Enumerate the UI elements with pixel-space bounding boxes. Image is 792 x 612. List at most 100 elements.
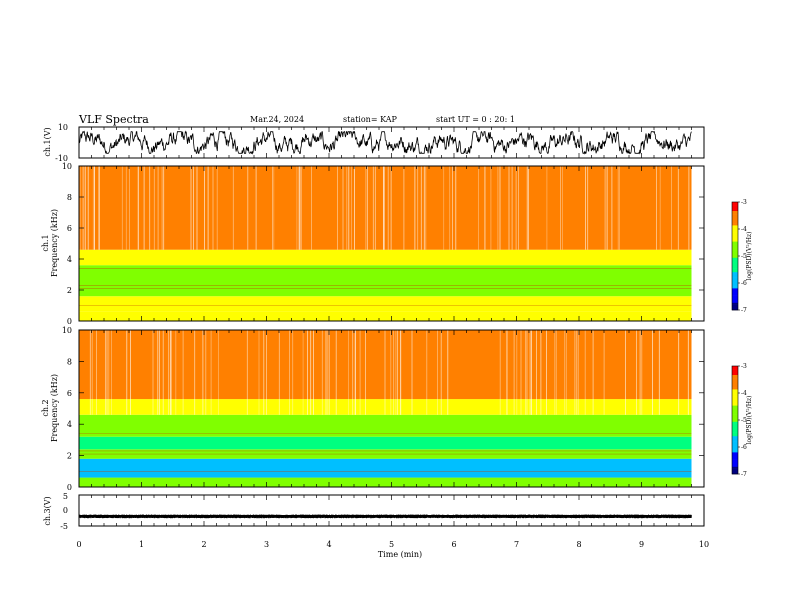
- spectral-band: [79, 166, 692, 250]
- ch1-ytick-top: 10: [58, 123, 68, 132]
- frequency-tick-label: 10: [62, 162, 72, 171]
- colorbar-segment: [732, 202, 738, 205]
- colorbar-segment: [732, 299, 738, 302]
- spectral-streak: [92, 166, 94, 250]
- spectral-streak: [484, 166, 485, 250]
- spectral-streak: [420, 166, 422, 250]
- colorbar-segment: [732, 230, 738, 233]
- spectral-streak: [99, 166, 100, 250]
- spectral-streak: [354, 166, 355, 250]
- spectral-streak: [346, 166, 348, 250]
- spectral-streak: [497, 166, 499, 250]
- spectral-band: [79, 311, 692, 321]
- colorbar-segment: [732, 295, 738, 298]
- colorbar-segment: [732, 209, 738, 212]
- spectral-streak: [403, 166, 405, 250]
- spectral-streak: [87, 166, 89, 250]
- spectral-streak: [298, 166, 300, 250]
- spectral-streak: [619, 166, 620, 250]
- spectral-streak: [348, 166, 350, 250]
- spectral-streak: [526, 166, 528, 250]
- ch2-spectrogram-image: [79, 330, 704, 487]
- colorbar-tick-label: -3: [741, 199, 747, 206]
- colorbar-segment: [732, 293, 738, 296]
- spectral-streak: [383, 166, 385, 250]
- colorbar-segment: [732, 223, 738, 226]
- colorbar-segment: [732, 272, 738, 275]
- spectral-streak: [374, 166, 376, 250]
- spectral-streak: [85, 166, 86, 250]
- spectral-streak: [546, 166, 548, 250]
- colorbar-segment: [732, 229, 738, 232]
- colorbar-segment: [732, 304, 738, 307]
- colorbar-segment: [732, 203, 738, 206]
- ch1-ylabel: ch.1(V): [43, 127, 52, 156]
- spectral-streak: [688, 166, 690, 250]
- colorbar-segment: [732, 211, 738, 214]
- spectral-streak: [656, 166, 657, 250]
- colorbar-segment: [732, 241, 738, 244]
- spectral-streak: [560, 166, 561, 250]
- figure-title: VLF Spectra: [78, 113, 149, 126]
- spectral-streak: [163, 166, 165, 250]
- spectral-streak: [508, 166, 510, 250]
- spectral-streak: [129, 166, 130, 250]
- colorbar-segment: [732, 248, 738, 251]
- spectral-streak: [518, 166, 519, 250]
- colorbar-segment: [732, 216, 738, 219]
- colorbar-tick-label: -5: [741, 253, 747, 260]
- colorbar-segment: [732, 247, 738, 250]
- spectral-streak: [137, 166, 139, 250]
- colorbar-segment: [732, 225, 738, 228]
- spectral-streak: [452, 166, 453, 250]
- ch1-frequency-label: Frequency (kHz): [50, 209, 59, 277]
- spectral-streak: [311, 166, 312, 250]
- ch1-channel-label: ch.1: [41, 234, 50, 251]
- colorbar-segment: [732, 261, 738, 264]
- colorbar-segment: [732, 245, 738, 248]
- spectral-streak: [604, 166, 606, 250]
- spectral-streak: [383, 166, 384, 250]
- spectral-streak: [153, 166, 155, 250]
- colorbar-segment: [732, 263, 738, 266]
- spectral-streak: [390, 166, 392, 250]
- spectral-streak: [94, 166, 95, 250]
- spectral-streak: [414, 166, 416, 250]
- spectral-streak: [587, 166, 589, 250]
- spectral-streak: [423, 166, 425, 250]
- colorbar-segment: [732, 257, 738, 260]
- date-label: Mar.24, 2024: [250, 115, 304, 124]
- spectral-streak: [425, 166, 427, 250]
- spectral-streak: [121, 166, 123, 250]
- spectral-streak: [671, 166, 672, 250]
- station-label: station= KAP: [343, 115, 398, 124]
- colorbar-segment: [732, 292, 738, 295]
- spectral-streak: [515, 166, 517, 250]
- spectral-streak: [79, 166, 81, 250]
- colorbar-segment: [732, 301, 738, 304]
- spectral-streak: [161, 166, 163, 250]
- spectral-streak: [216, 166, 218, 250]
- colorbar-segment: [732, 268, 738, 271]
- spectral-streak: [204, 166, 205, 250]
- spectral-streak: [98, 166, 99, 250]
- spectral-streak: [367, 166, 368, 250]
- spectral-streak: [677, 166, 679, 250]
- ch1-frequency-ticks: 0 2 4 6 8 10: [62, 162, 704, 326]
- colorbar-segment: [732, 234, 738, 237]
- ch1-colorbar: -3 -4 -5 -6 -7 log(PSD)(V²/Hz): [731, 199, 753, 314]
- ch1-waveform-trace: [78, 130, 692, 155]
- spectral-streak: [449, 166, 451, 250]
- colorbar-segment: [732, 214, 738, 217]
- spectral-streak: [84, 166, 86, 250]
- spectral-streak: [232, 166, 234, 250]
- spectral-streak: [383, 166, 384, 250]
- spectral-streak: [138, 166, 139, 250]
- colorbar-tick-label: -6: [741, 280, 747, 287]
- spectral-streak: [190, 166, 192, 250]
- spectral-streak: [337, 166, 338, 250]
- spectral-streak: [207, 166, 209, 250]
- spectral-band: [79, 477, 692, 487]
- ch1-tick-marks: [78, 166, 705, 321]
